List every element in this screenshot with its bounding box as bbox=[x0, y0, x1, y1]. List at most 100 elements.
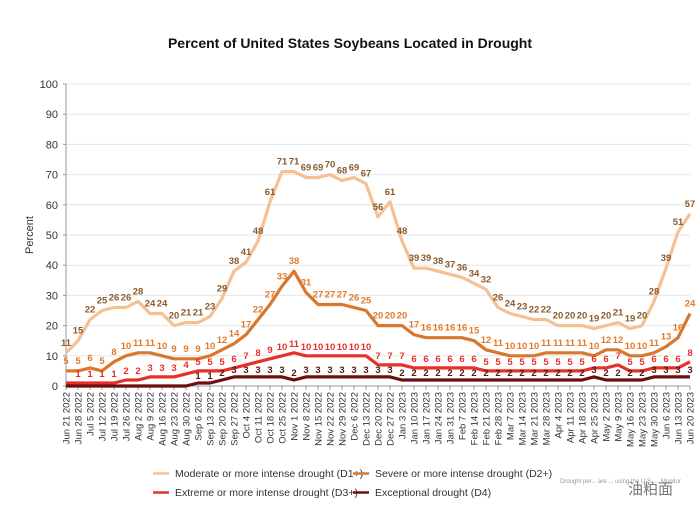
data-label: 2 bbox=[639, 368, 644, 379]
x-tick-label: Oct 4 2022 bbox=[242, 392, 253, 438]
data-label: 25 bbox=[361, 296, 372, 307]
data-label: 6 bbox=[591, 354, 596, 365]
data-label: 33 bbox=[277, 271, 288, 282]
data-label: 2 bbox=[291, 368, 296, 379]
x-tick-label: Mar 28 2023 bbox=[542, 392, 553, 445]
data-label: 69 bbox=[301, 163, 312, 174]
data-label: 48 bbox=[253, 226, 264, 237]
data-label: 5 bbox=[627, 357, 633, 368]
data-label: 2 bbox=[627, 368, 632, 379]
x-tick-label: Jun 6 2023 bbox=[662, 392, 673, 439]
y-axis-label: Percent bbox=[24, 216, 36, 254]
data-label: 10 bbox=[505, 341, 516, 352]
data-label: 3 bbox=[687, 365, 692, 376]
x-tick-label: Jan 17 2023 bbox=[422, 392, 433, 444]
x-tick-label: Nov 15 2022 bbox=[314, 392, 325, 446]
data-label: 14 bbox=[229, 329, 240, 340]
data-label: 3 bbox=[171, 363, 176, 374]
data-label: 20 bbox=[565, 311, 576, 322]
data-label: 5 bbox=[543, 357, 549, 368]
data-label: 24 bbox=[685, 299, 696, 310]
data-label: 10 bbox=[337, 342, 348, 353]
data-label: 2 bbox=[471, 368, 476, 379]
data-label: 20 bbox=[397, 311, 408, 322]
data-label: 6 bbox=[423, 354, 428, 365]
data-label: 3 bbox=[351, 365, 356, 376]
data-label: 11 bbox=[553, 338, 564, 349]
data-label: 6 bbox=[87, 353, 92, 364]
series-line-3 bbox=[66, 351, 691, 385]
data-label: 13 bbox=[661, 332, 672, 343]
data-label: 69 bbox=[313, 163, 324, 174]
data-label: 24 bbox=[145, 299, 156, 310]
data-label: 2 bbox=[567, 368, 572, 379]
data-label: 4 bbox=[183, 360, 189, 371]
data-label: 10 bbox=[121, 341, 132, 352]
data-label: 12 bbox=[217, 335, 228, 346]
x-tick-label: Jan 24 2023 bbox=[434, 392, 445, 444]
x-tick-label: Apr 25 2023 bbox=[590, 392, 601, 444]
data-label: 9 bbox=[267, 345, 272, 356]
x-tick-label: Aug 2 2022 bbox=[134, 392, 145, 441]
data-label: 39 bbox=[421, 253, 432, 264]
data-label: 31 bbox=[301, 277, 312, 288]
data-label: 48 bbox=[397, 226, 408, 237]
y-tick-label: 40 bbox=[46, 260, 58, 272]
data-label: 3 bbox=[375, 365, 380, 376]
x-tick-label: May 16 2023 bbox=[626, 392, 637, 447]
data-label: 22 bbox=[85, 305, 96, 316]
data-label: 2 bbox=[615, 368, 620, 379]
data-label: 1 bbox=[99, 369, 105, 380]
data-label: 70 bbox=[325, 160, 336, 171]
data-label: 2 bbox=[447, 368, 452, 379]
data-label: 41 bbox=[241, 247, 252, 258]
data-label: 26 bbox=[121, 292, 132, 303]
footnote: Drought per... are ... using the U.S. ..… bbox=[560, 479, 681, 485]
data-label: 5 bbox=[567, 357, 573, 368]
data-label: 5 bbox=[63, 356, 69, 367]
x-tick-label: Nov 8 2022 bbox=[302, 392, 313, 441]
data-label: 20 bbox=[637, 311, 648, 322]
data-label: 6 bbox=[663, 354, 668, 365]
x-tick-label: Apr 18 2023 bbox=[578, 392, 589, 444]
data-label: 5 bbox=[519, 357, 525, 368]
data-label: 5 bbox=[555, 357, 561, 368]
data-label: 3 bbox=[339, 365, 344, 376]
x-tick-label: Aug 30 2022 bbox=[182, 392, 193, 446]
data-label: 15 bbox=[469, 326, 480, 337]
data-label: 27 bbox=[265, 289, 276, 300]
data-label: 24 bbox=[505, 299, 516, 310]
data-label: 12 bbox=[613, 335, 624, 346]
x-tick-label: Dec 6 2022 bbox=[350, 392, 361, 441]
data-label: 5 bbox=[579, 357, 585, 368]
x-tick-label: Oct 25 2022 bbox=[278, 392, 289, 444]
data-label: 6 bbox=[603, 354, 608, 365]
data-label: 10 bbox=[361, 342, 372, 353]
x-tick-label: Aug 16 2022 bbox=[158, 392, 169, 446]
data-label: 11 bbox=[289, 339, 300, 350]
x-tick-label: Nov 22 2022 bbox=[326, 392, 337, 446]
data-label: 57 bbox=[685, 199, 696, 210]
data-label: 6 bbox=[411, 354, 416, 365]
x-tick-label: Mar 21 2023 bbox=[530, 392, 541, 445]
data-label: 23 bbox=[517, 302, 528, 313]
data-label: 7 bbox=[615, 351, 620, 362]
x-tick-label: Feb 14 2023 bbox=[470, 392, 481, 445]
data-label: 24 bbox=[157, 299, 168, 310]
data-label: 20 bbox=[577, 311, 588, 322]
data-label: 7 bbox=[243, 351, 248, 362]
data-label: 10 bbox=[205, 341, 216, 352]
x-tick-label: Mar 14 2023 bbox=[518, 392, 529, 445]
data-label: 3 bbox=[387, 365, 392, 376]
data-label: 7 bbox=[399, 351, 404, 362]
x-tick-label: May 23 2023 bbox=[638, 392, 649, 447]
data-label: 26 bbox=[349, 292, 360, 303]
data-label: 10 bbox=[349, 342, 360, 353]
data-label: 26 bbox=[493, 292, 504, 303]
data-label: 5 bbox=[75, 356, 81, 367]
data-label: 27 bbox=[325, 289, 336, 300]
data-label: 2 bbox=[555, 368, 560, 379]
data-label: 21 bbox=[613, 308, 624, 319]
